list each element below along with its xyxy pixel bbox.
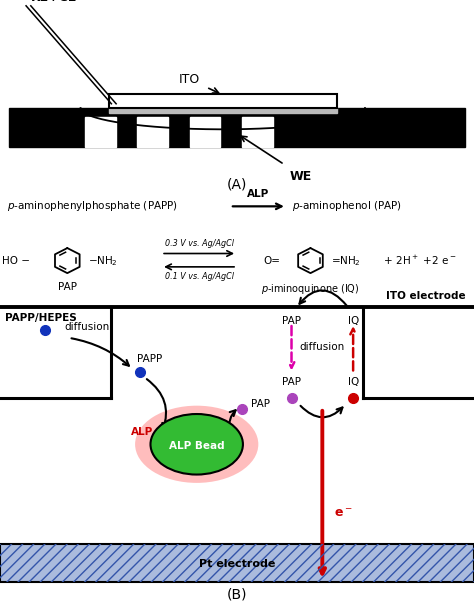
Text: RE+CE: RE+CE xyxy=(31,0,77,4)
Text: e$^-$: e$^-$ xyxy=(334,506,353,520)
Text: 0.3 V vs. Ag/AgCl: 0.3 V vs. Ag/AgCl xyxy=(164,238,234,247)
Ellipse shape xyxy=(151,414,243,474)
Text: + 2H$^+$ +2 e$^-$: + 2H$^+$ +2 e$^-$ xyxy=(377,254,456,267)
Text: −NH$_2$: −NH$_2$ xyxy=(88,253,118,267)
Text: PAPP/HEPES: PAPP/HEPES xyxy=(5,313,76,323)
Bar xyxy=(109,108,337,113)
Text: 0.1 V vs. Ag/AgCl: 0.1 V vs. Ag/AgCl xyxy=(164,272,234,281)
Text: ITO electrode: ITO electrode xyxy=(386,291,465,301)
Text: HO −: HO − xyxy=(2,255,30,266)
Bar xyxy=(109,94,337,108)
Text: PAP: PAP xyxy=(58,283,77,292)
Text: ITO: ITO xyxy=(179,73,200,86)
Text: $p$-aminophenol (PAP): $p$-aminophenol (PAP) xyxy=(292,199,401,214)
Bar xyxy=(9,108,465,147)
Bar xyxy=(190,117,220,147)
Bar xyxy=(137,117,168,147)
Ellipse shape xyxy=(135,406,258,483)
Text: IQ: IQ xyxy=(347,316,359,326)
Text: $p$-iminoquinone (IQ): $p$-iminoquinone (IQ) xyxy=(261,283,360,296)
Text: diffusion: diffusion xyxy=(300,342,345,352)
Text: =NH$_2$: =NH$_2$ xyxy=(331,253,361,267)
Bar xyxy=(0,544,474,582)
Text: ALP: ALP xyxy=(247,189,269,199)
Text: $p$-aminophenylphosphate (PAPP): $p$-aminophenylphosphate (PAPP) xyxy=(7,199,178,214)
Bar xyxy=(242,117,273,147)
Text: PAP: PAP xyxy=(282,316,301,326)
Text: IQ: IQ xyxy=(347,377,359,387)
Text: PAP: PAP xyxy=(251,399,270,409)
Text: O=: O= xyxy=(263,255,280,266)
Text: Pt electrode: Pt electrode xyxy=(199,559,275,569)
Text: ALP: ALP xyxy=(131,427,153,437)
Text: PAP: PAP xyxy=(282,377,301,387)
Text: PAPP: PAPP xyxy=(137,354,163,364)
Text: WE: WE xyxy=(289,171,311,183)
Text: diffusion: diffusion xyxy=(64,322,109,332)
Text: ALP Bead: ALP Bead xyxy=(169,440,225,451)
Text: (A): (A) xyxy=(227,178,247,192)
Text: (B): (B) xyxy=(227,587,247,601)
Bar xyxy=(85,117,116,147)
Bar xyxy=(0,544,474,582)
